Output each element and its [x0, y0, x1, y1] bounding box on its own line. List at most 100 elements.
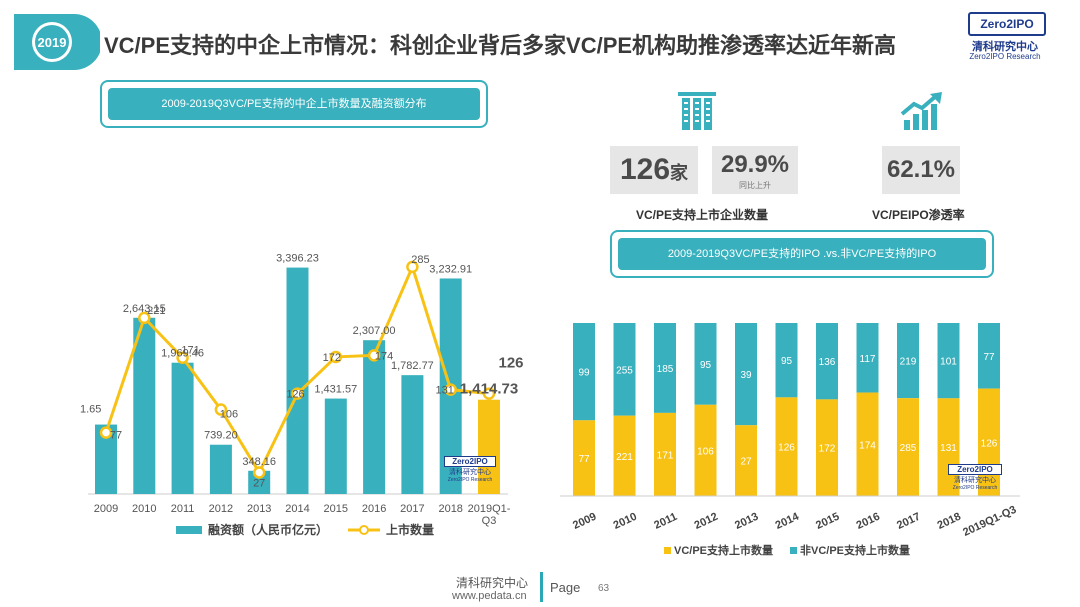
non-vcpe-label: 136	[819, 357, 836, 368]
ipo-count-point	[291, 387, 304, 400]
ipo-count-label: 285	[411, 254, 429, 266]
vcpe-label: 126	[981, 438, 998, 449]
ipo-count-point	[214, 403, 228, 416]
financing-label: 2,307.00	[353, 325, 396, 337]
financing-bar	[248, 470, 271, 494]
financing-bar	[171, 362, 194, 494]
x-tick-label: 2012	[693, 511, 720, 532]
x-tick-label: 2015	[324, 503, 348, 515]
financing-bar	[133, 317, 156, 494]
growth-box: 29.9% 同比上升	[712, 146, 798, 194]
footer-page-label: Page	[550, 580, 581, 595]
x-tick-label: 2014	[285, 503, 309, 515]
right-watermark-en: Zero2IPO Research	[952, 485, 998, 491]
vcpe-bar	[573, 420, 595, 496]
x-tick-label: 2019Q1-Q3	[468, 503, 511, 527]
ipo-count-label: 171	[181, 345, 199, 357]
vcpe-label: 106	[697, 446, 714, 457]
financing-label: 348.16	[242, 456, 276, 468]
ipo-count-label: 27	[253, 477, 265, 489]
x-tick-label: 2013	[247, 503, 271, 515]
footer-page-number: 63	[598, 583, 610, 594]
ipo-count-point	[99, 426, 113, 439]
ipo-count-label: 126	[498, 355, 523, 372]
non-vcpe-label: 95	[781, 356, 793, 367]
legend-bar-label: 融资额（人民币亿元）	[208, 522, 328, 537]
ipo-count-point	[252, 466, 266, 479]
ipo-count-point	[367, 349, 381, 362]
vcpe-bar	[816, 399, 838, 496]
legend-vcpe-swatch	[664, 547, 671, 554]
right-watermark-box: Zero2IPO	[948, 464, 1002, 475]
vcpe-label: 131	[940, 443, 957, 454]
vcpe-bar	[775, 397, 798, 496]
year-badge: 2019	[14, 14, 100, 70]
ipo-count-label: 77	[110, 430, 122, 442]
x-tick-label: 2017	[400, 503, 424, 515]
vcpe-label: 126	[778, 443, 795, 454]
financing-label: 3,232.91	[429, 263, 472, 275]
non-vcpe-bar	[775, 323, 798, 398]
left-watermark-box: Zero2IPO	[444, 456, 496, 467]
financing-label: 2,643.15	[123, 303, 166, 315]
non-vcpe-label: 185	[657, 364, 674, 375]
non-vcpe-bar	[573, 323, 595, 421]
financing-label: 1,431.57	[314, 384, 357, 396]
ipo-count-label: 174	[375, 350, 393, 362]
ipo-count-point	[329, 350, 343, 364]
right-watermark-cn: 清科研究中心	[954, 477, 996, 484]
legend-non-vcpe-swatch	[790, 547, 797, 554]
x-tick-label: 2012	[209, 503, 233, 515]
left-watermark-cn: 清科研究中心	[449, 469, 491, 476]
vcpe-bar	[613, 415, 636, 496]
page-title: VC/PE支持的中企上市情况：科创企业背后多家VC/PE机构助推渗透率达近年新高	[104, 33, 897, 58]
legend-vcpe-label: VC/PE支持上市数量	[674, 543, 773, 557]
vcpe-label: 171	[657, 450, 674, 461]
ipo-count-label: 221	[147, 305, 165, 317]
x-tick-label: 2014	[774, 510, 802, 532]
building-icon	[678, 92, 716, 130]
growth-value: 29.9%	[720, 151, 790, 178]
ipo-count-label: VC/PE支持上市企业数量	[636, 208, 769, 222]
non-vcpe-label: 101	[940, 357, 957, 368]
footer-org: 清科研究中心	[456, 576, 529, 590]
ipo-count-label: 126	[286, 389, 304, 401]
vcpe-bar	[897, 398, 919, 496]
financing-label: 1,414.73	[460, 381, 518, 398]
ipo-count-point	[138, 311, 151, 325]
non-vcpe-label: 255	[616, 365, 633, 376]
footer-url[interactable]: www.pedata.cn	[452, 590, 527, 602]
non-vcpe-bar	[613, 323, 636, 416]
ipo-count-point	[176, 351, 189, 364]
penetration-box: 62.1%	[882, 146, 960, 194]
x-tick-label: 2016	[362, 503, 386, 515]
svg-text:2019: 2019	[38, 35, 67, 50]
ipo-count-point	[482, 387, 496, 400]
x-tick-label: 2018	[438, 503, 462, 515]
x-tick-label: 2018	[936, 511, 963, 532]
growth-chart-icon	[900, 92, 942, 130]
vcpe-label: 172	[819, 444, 836, 455]
vcpe-label: 174	[859, 440, 876, 451]
financing-bar	[286, 267, 309, 494]
non-vcpe-bar	[978, 323, 1000, 389]
ipo-count-point	[444, 383, 457, 396]
vcpe-label: 221	[616, 452, 633, 463]
legend-line-label: 上市数量	[386, 522, 434, 537]
vcpe-bar	[856, 392, 879, 496]
x-tick-label: 2009	[94, 503, 118, 515]
x-tick-label: 2011	[652, 511, 679, 532]
x-tick-label: 2011	[171, 503, 195, 515]
x-tick-label: 2015	[814, 511, 841, 532]
penetration-label: VC/PEIPO渗透率	[872, 208, 965, 222]
non-vcpe-bar	[654, 323, 676, 413]
vcpe-bar	[735, 425, 757, 496]
right-chart-title-box: 2009-2019Q3VC/PE支持的IPO .vs.非VC/PE支持的IPO	[610, 230, 994, 278]
financing-bar	[401, 375, 424, 494]
legend-non-vcpe-label: 非VC/PE支持上市数量	[800, 543, 910, 557]
non-vcpe-bar	[735, 323, 757, 426]
x-tick-label: 2010	[612, 511, 639, 532]
ipo-count-label: 106	[220, 409, 238, 421]
financing-bar	[363, 340, 386, 494]
financing-label: 739.20	[204, 430, 238, 442]
